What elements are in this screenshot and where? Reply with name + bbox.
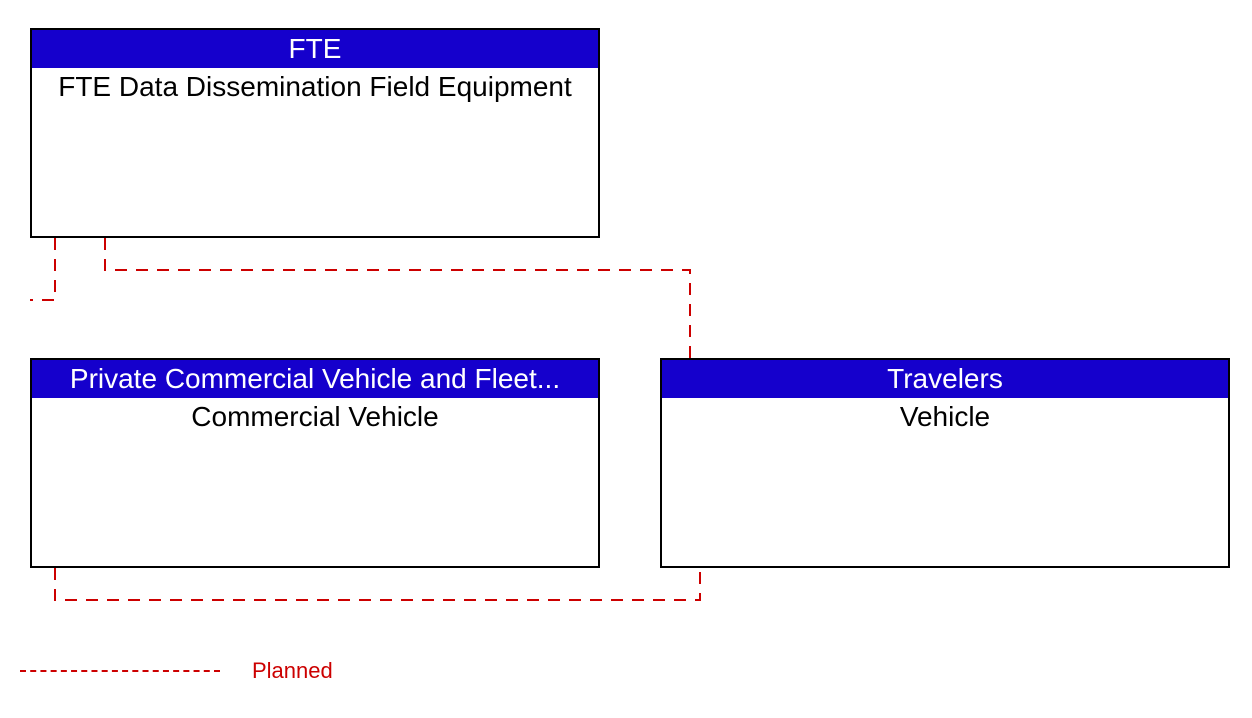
legend-label: Planned	[252, 658, 333, 684]
node-commercial-body-text: Commercial Vehicle	[191, 401, 438, 432]
connector-path	[105, 238, 690, 358]
node-travelers-header-text: Travelers	[887, 363, 1003, 395]
node-commercial-header-text: Private Commercial Vehicle and Fleet...	[70, 363, 560, 395]
node-commercial: Private Commercial Vehicle and Fleet... …	[30, 358, 600, 568]
node-fte-header: FTE	[32, 30, 598, 68]
node-commercial-header: Private Commercial Vehicle and Fleet...	[32, 360, 598, 398]
node-fte-header-text: FTE	[289, 33, 342, 65]
legend-label-text: Planned	[252, 658, 333, 683]
node-fte-body: FTE Data Dissemination Field Equipment	[32, 68, 598, 103]
node-travelers: Travelers Vehicle	[660, 358, 1230, 568]
node-travelers-header: Travelers	[662, 360, 1228, 398]
node-fte-body-text: FTE Data Dissemination Field Equipment	[58, 71, 572, 102]
legend-line	[20, 670, 220, 672]
node-travelers-body: Vehicle	[662, 398, 1228, 433]
node-commercial-body: Commercial Vehicle	[32, 398, 598, 433]
connector-path	[30, 238, 55, 300]
node-fte: FTE FTE Data Dissemination Field Equipme…	[30, 28, 600, 238]
node-travelers-body-text: Vehicle	[900, 401, 990, 432]
